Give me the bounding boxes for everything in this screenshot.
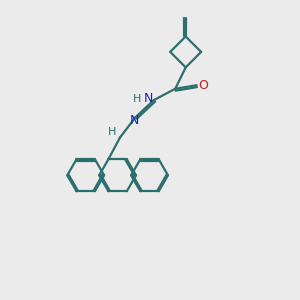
- Text: O: O: [198, 79, 208, 92]
- Text: H: H: [133, 94, 141, 104]
- Text: H: H: [107, 127, 116, 137]
- Text: N: N: [129, 114, 139, 128]
- Text: N: N: [144, 92, 153, 105]
